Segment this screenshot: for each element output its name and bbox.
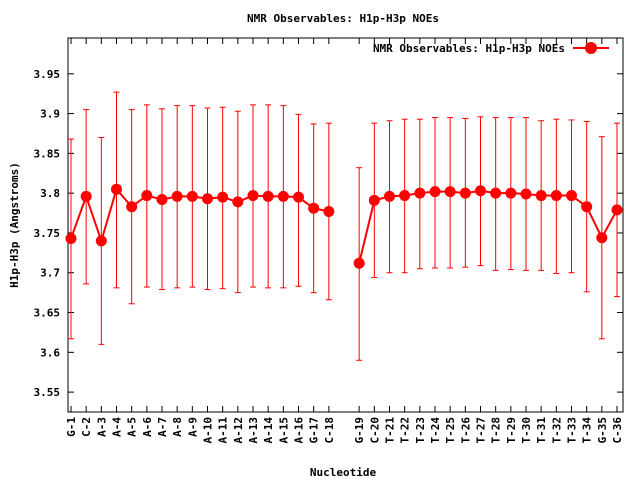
x-tick-label: T-34 [581, 417, 594, 444]
x-tick-label: G-1 [65, 417, 78, 437]
x-tick-label: A-14 [262, 417, 275, 444]
x-tick-label: T-29 [505, 417, 518, 444]
x-tick-label: T-33 [566, 417, 579, 444]
data-point [80, 190, 92, 202]
x-tick-label: G-17 [308, 417, 321, 444]
x-tick-label: T-21 [384, 417, 397, 444]
data-point [611, 204, 623, 216]
y-tick-label: 3.7 [40, 267, 60, 280]
data-point [186, 190, 198, 202]
data-point [596, 232, 608, 244]
x-tick-label: T-28 [490, 417, 503, 444]
data-point [141, 190, 153, 202]
data-point [550, 190, 562, 202]
data-point [156, 194, 168, 206]
x-tick-label: A-7 [156, 417, 169, 437]
series-marks [65, 91, 623, 361]
x-tick-label: T-27 [475, 417, 488, 444]
data-point [444, 186, 456, 198]
x-tick-label: A-9 [186, 417, 199, 437]
data-point [247, 190, 259, 202]
x-tick-label: A-15 [277, 417, 290, 444]
data-point [111, 183, 122, 195]
y-tick-label: 3.55 [34, 386, 61, 399]
x-tick-label: A-4 [111, 417, 124, 437]
data-point [475, 185, 486, 197]
y-tick-label: 3.8 [40, 187, 60, 200]
data-point [262, 190, 274, 202]
data-point [520, 188, 532, 200]
x-tick-label: A-3 [95, 417, 108, 437]
data-point [95, 235, 107, 247]
data-point [126, 201, 138, 213]
x-tick-label: A-10 [202, 417, 215, 444]
data-point [353, 257, 365, 269]
legend-marker [585, 42, 597, 54]
data-point [384, 190, 395, 202]
x-tick-label: A-6 [141, 417, 154, 437]
x-tick-label: T-32 [550, 417, 563, 444]
y-tick-label: 3.9 [40, 108, 60, 121]
x-tick-label: T-25 [444, 417, 457, 444]
data-point [490, 187, 502, 199]
data-point [414, 187, 426, 199]
data-point [581, 201, 593, 213]
data-point [429, 186, 441, 198]
x-tick-label: A-5 [126, 417, 139, 437]
data-point [459, 187, 471, 199]
data-point [399, 190, 411, 202]
y-tick-label: 3.65 [34, 307, 61, 320]
data-point [277, 190, 289, 202]
x-tick-label: A-8 [171, 417, 184, 437]
data-point [202, 193, 213, 205]
x-tick-label: T-26 [459, 417, 472, 444]
x-tick-label: A-13 [247, 417, 260, 444]
x-tick-label: A-11 [217, 417, 230, 444]
y-tick-label: 3.75 [34, 227, 61, 240]
x-tick-label: T-23 [414, 417, 427, 444]
legend: NMR Observables: H1p-H3p NOEs [373, 42, 609, 55]
data-point [535, 190, 547, 202]
legend-label: NMR Observables: H1p-H3p NOEs [373, 42, 565, 55]
x-axis-label: Nucleotide [310, 466, 377, 479]
series-line [70, 187, 330, 245]
plot-area [67, 37, 624, 413]
y-tick-label: 3.85 [34, 147, 61, 160]
data-point [368, 194, 380, 206]
x-tick-label: C-2 [80, 417, 93, 437]
x-tick-label: T-30 [520, 417, 533, 444]
x-tick-label: C-18 [323, 417, 336, 444]
x-tick-label: G-35 [596, 417, 609, 444]
x-tick-label: T-24 [429, 417, 442, 444]
series-line [358, 189, 618, 264]
data-point [566, 190, 577, 202]
data-point [232, 196, 244, 208]
x-tick-label: A-16 [293, 417, 306, 444]
data-point [217, 191, 229, 203]
data-point [323, 205, 335, 217]
data-point [65, 233, 77, 245]
data-point [293, 191, 304, 203]
data-point [505, 187, 517, 199]
x-tick-label: A-12 [232, 417, 245, 444]
x-tick-label: C-36 [611, 417, 624, 444]
x-axis: G-1 C-2 A-3 A-4 A-5 A-6 A-7 A-8 A-9 A-10 A-11 A-12 A… [65, 38, 624, 444]
x-tick-label: G-19 [353, 417, 366, 444]
y-tick-label: 3.6 [40, 346, 60, 359]
data-point [308, 202, 320, 214]
data-point [171, 190, 183, 202]
y-tick-label: 3.95 [34, 68, 61, 81]
y-axis: 3.55 3.6 3.65 3.7 3.75 3.8 3.85 3.9 3.95 [34, 68, 623, 399]
y-axis-label: H1p-H3p (Angstroms) [8, 162, 21, 288]
chart-title: NMR Observables: H1p-H3p NOEs [247, 12, 439, 25]
x-tick-label: T-22 [399, 417, 412, 444]
x-tick-label: C-20 [368, 417, 381, 444]
x-tick-label: T-31 [535, 417, 548, 444]
